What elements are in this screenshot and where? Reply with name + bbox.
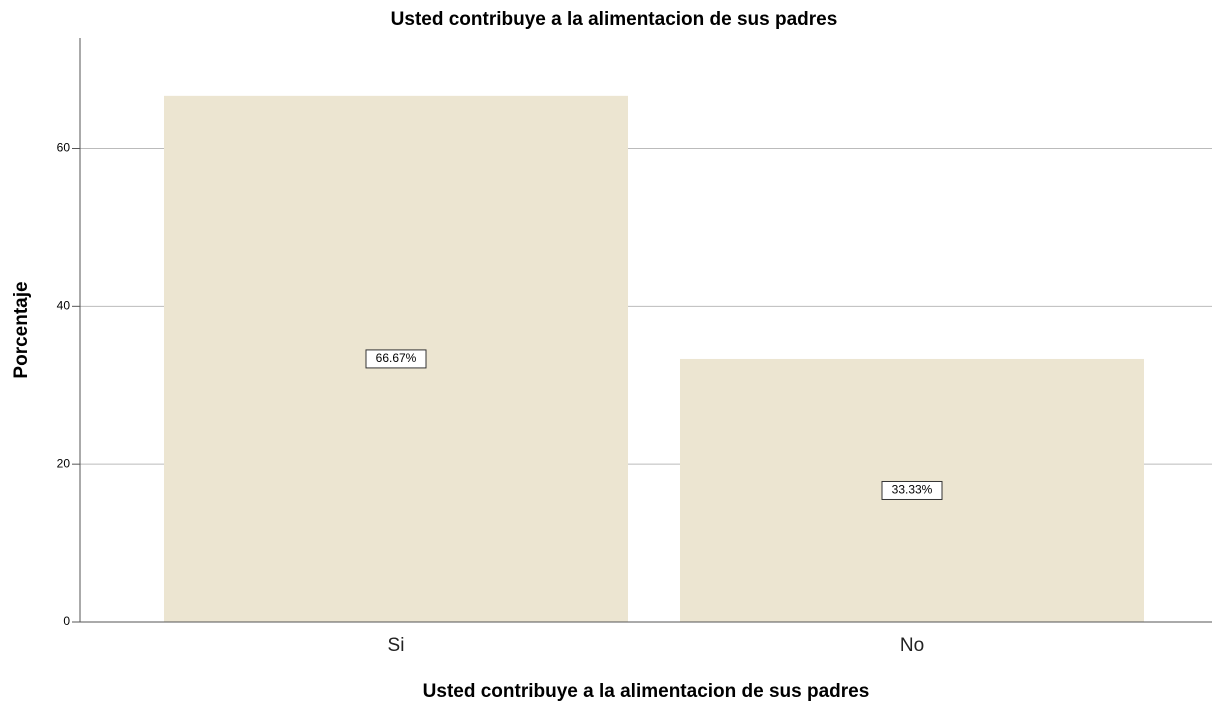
chart-title: Usted contribuye a la alimentacion de su… <box>391 9 838 30</box>
value-label: 66.67% <box>376 351 417 365</box>
value-label-box <box>365 349 427 369</box>
value-label-box <box>881 480 943 500</box>
y-tick-label: 40 <box>57 298 71 312</box>
y-tick-label: 0 <box>63 614 70 628</box>
y-axis-title: Porcentaje <box>11 281 32 378</box>
y-tick-label: 20 <box>57 456 71 470</box>
value-label: 33.33% <box>892 483 933 497</box>
x-tick-label: Si <box>388 635 405 656</box>
y-tick-label: 60 <box>57 141 71 155</box>
x-tick-label: No <box>900 635 924 656</box>
x-axis-title: Usted contribuye a la alimentacion de su… <box>423 681 870 702</box>
